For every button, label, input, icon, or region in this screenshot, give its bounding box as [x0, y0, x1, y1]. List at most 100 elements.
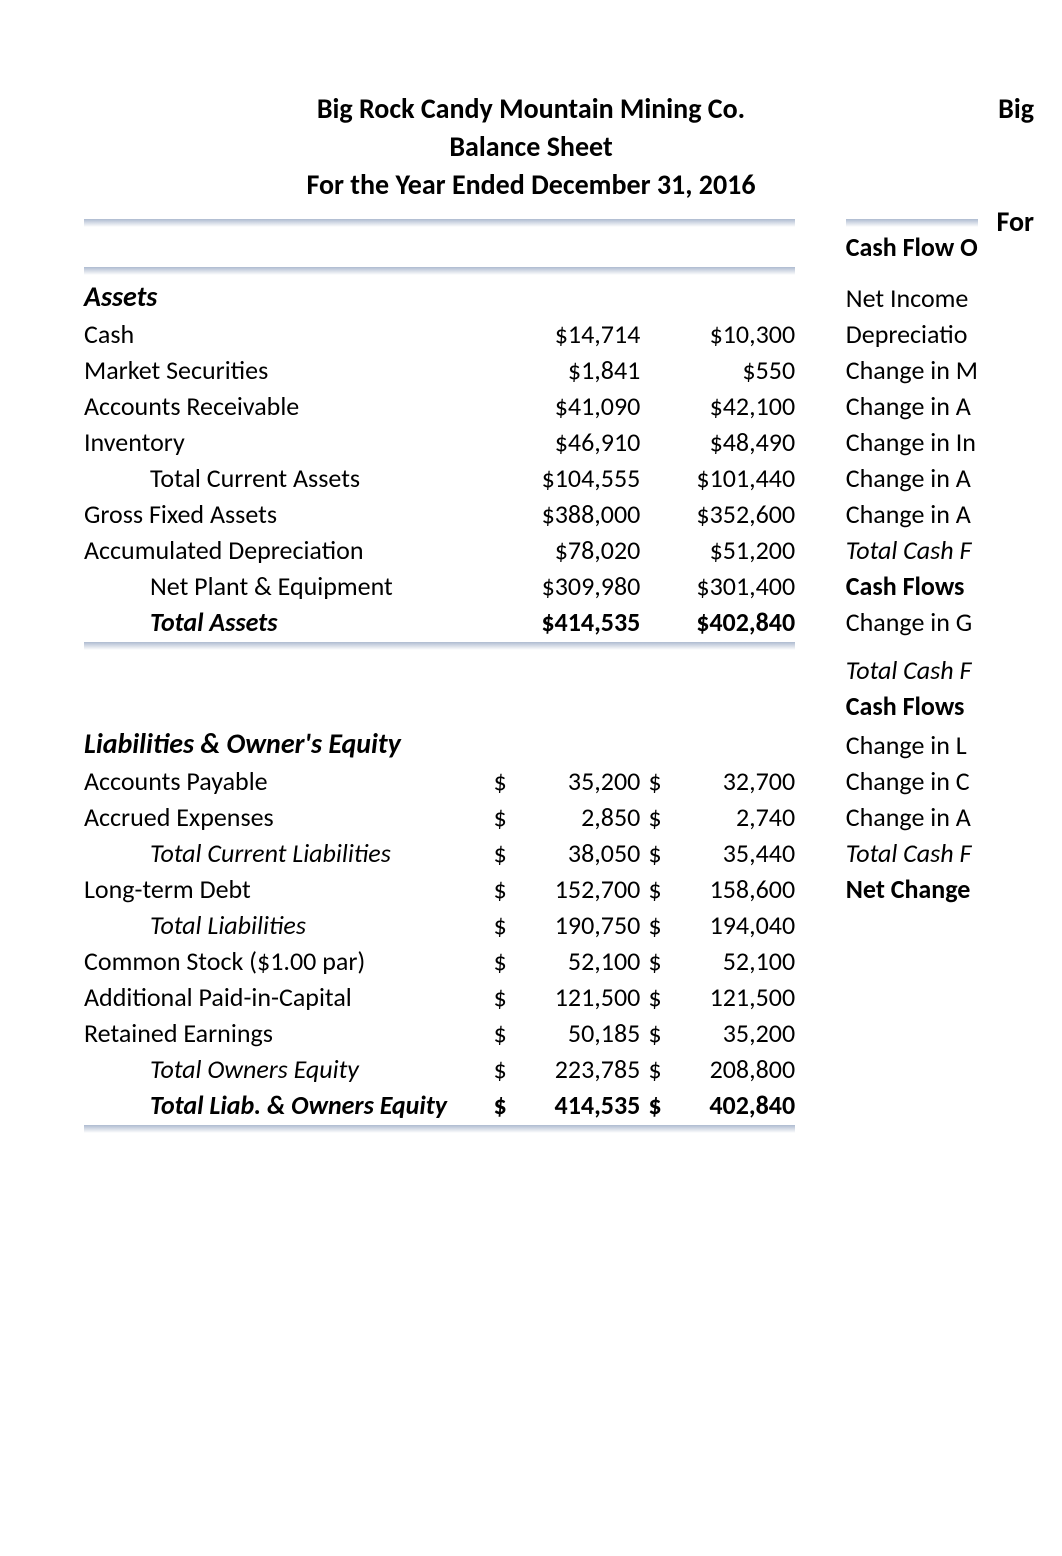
right-column-item: Change in L	[842, 724, 982, 763]
spacer-row: Cash Flows	[80, 688, 982, 724]
row-value-1: 50,185	[520, 1015, 644, 1051]
row-value-2: $51,200	[675, 532, 799, 568]
row-value-1: $414,535	[520, 604, 644, 640]
row-value-2: $550	[675, 352, 799, 388]
table-row: Additional Paid-in-Capital$121,500$121,5…	[80, 979, 982, 1015]
table-row: Inventory$46,910$48,490Change in In	[80, 424, 982, 460]
row-value-1: 223,785	[520, 1051, 644, 1087]
table-row: Total Liab. & Owners Equity$414,535$402,…	[80, 1087, 982, 1123]
right-column-item: Net Change	[842, 871, 982, 907]
report-title: Balance Sheet	[80, 128, 982, 166]
right-column-item: Net Income	[842, 277, 982, 316]
divider-row	[80, 1123, 982, 1135]
right-column-item: Total Cash F	[842, 652, 982, 688]
divider-row	[80, 265, 982, 277]
table-row: Gross Fixed Assets $388,000 $352,600 Change…	[80, 496, 982, 532]
currency-symbol: $	[489, 799, 520, 835]
right-column-item: Total Cash F	[842, 835, 982, 871]
row-value-1: $14,714	[520, 316, 644, 352]
row-value-1: $388,000	[520, 496, 644, 532]
currency-symbol: $	[644, 763, 675, 799]
right-column-item: Change in A	[842, 496, 982, 532]
table-row: Total Owners Equity$223,785$208,800	[80, 1051, 982, 1087]
right-header-period: For	[862, 203, 1034, 241]
row-label: Accumulated Depreciation	[80, 532, 489, 568]
row-value-1: 38,050	[520, 835, 644, 871]
row-value-2: 402,840	[675, 1087, 799, 1123]
row-value-1: 52,100	[520, 943, 644, 979]
table-row: Total Current Assets$104,555$101,440Chan…	[80, 460, 982, 496]
table-row: Cash$14,714$10,300Depreciatio	[80, 316, 982, 352]
section-row-liabilities: Liabilities & Owner's Equity Change in L	[80, 724, 982, 763]
right-column-item: Change in A	[842, 460, 982, 496]
row-label: Total Owners Equity	[80, 1051, 489, 1087]
divider-row	[80, 640, 982, 652]
row-value-2: 2,740	[675, 799, 799, 835]
currency-symbol: $	[644, 835, 675, 871]
row-label: Total Liabilities	[80, 907, 489, 943]
row-label: Common Stock ($1.00 par)	[80, 943, 489, 979]
section-row-assets: Assets Net Income	[80, 277, 982, 316]
row-label: Gross Fixed Assets	[80, 496, 489, 532]
currency-symbol: $	[489, 1051, 520, 1087]
row-label: Total Liab. & Owners Equity	[80, 1087, 489, 1123]
report-period: For the Year Ended December 31, 2016	[80, 166, 982, 204]
currency-symbol: $	[644, 1051, 675, 1087]
row-value-1: 152,700	[520, 871, 644, 907]
row-value-1: $41,090	[520, 388, 644, 424]
table-row: Retained Earnings$50,185$35,200	[80, 1015, 982, 1051]
row-label: Inventory	[80, 424, 489, 460]
row-value-2: $352,600	[675, 496, 799, 532]
currency-symbol: $	[644, 871, 675, 907]
row-label: Total Current Assets	[80, 460, 489, 496]
company-name: Big Rock Candy Mountain Mining Co.	[80, 90, 982, 128]
row-value-1: $46,910	[520, 424, 644, 460]
table-row: Accounts Receivable $41,090 $42,100 Change …	[80, 388, 982, 424]
table-row: Total Current Liabilities$38,050$35,440T…	[80, 835, 982, 871]
right-column-item: Change in M	[842, 352, 982, 388]
right-column-item: Change in G	[842, 604, 982, 640]
row-label: Accounts Receivable	[80, 388, 489, 424]
right-column-item	[842, 943, 982, 979]
right-column-item	[842, 1051, 982, 1087]
currency-symbol: $	[644, 799, 675, 835]
row-value-2: 208,800	[675, 1051, 799, 1087]
right-column-item: Change in A	[842, 388, 982, 424]
row-label: Additional Paid-in-Capital	[80, 979, 489, 1015]
table-row: Accounts Payable$35,200$32,700Change in …	[80, 763, 982, 799]
table-row: Long-term Debt$152,700$158,600Net Change	[80, 871, 982, 907]
right-column-item: Cash Flows	[842, 688, 982, 724]
right-header-company: Big	[862, 90, 1034, 128]
row-value-1: 121,500	[520, 979, 644, 1015]
right-column-item: Depreciatio	[842, 316, 982, 352]
row-value-2: $402,840	[675, 604, 799, 640]
spacer-row: Cash Flow O	[80, 229, 982, 265]
balance-sheet-table: Cash Flow O Assets Net IncomeCash$14,714$1…	[80, 217, 982, 1135]
currency-symbol: $	[489, 763, 520, 799]
row-value-2: 194,040	[675, 907, 799, 943]
row-value-2: 158,600	[675, 871, 799, 907]
currency-symbol: $	[489, 943, 520, 979]
currency-symbol: $	[644, 1015, 675, 1051]
row-value-1: $1,841	[520, 352, 644, 388]
divider-row	[80, 217, 982, 229]
row-value-2: 35,440	[675, 835, 799, 871]
row-value-2: 35,200	[675, 1015, 799, 1051]
right-column-item	[842, 1015, 982, 1051]
right-header: Big For	[862, 90, 1062, 241]
right-column-item	[842, 1087, 982, 1123]
row-value-2: $42,100	[675, 388, 799, 424]
currency-symbol: $	[489, 835, 520, 871]
row-value-1: 2,850	[520, 799, 644, 835]
report-header: Big Rock Candy Mountain Mining Co. Balan…	[80, 90, 982, 203]
row-value-2: $301,400	[675, 568, 799, 604]
table-row: Market Securities$1,841$550Change in M	[80, 352, 982, 388]
page: Big For Big Rock Candy Mountain Mining C…	[0, 0, 1062, 1556]
currency-symbol: $	[489, 907, 520, 943]
section-title-liabilities: Liabilities & Owner's Equity	[80, 724, 489, 763]
section-title-assets: Assets	[80, 277, 489, 316]
currency-symbol: $	[489, 871, 520, 907]
right-column-item: Change in A	[842, 799, 982, 835]
row-label: Long-term Debt	[80, 871, 489, 907]
row-label: Accounts Payable	[80, 763, 489, 799]
